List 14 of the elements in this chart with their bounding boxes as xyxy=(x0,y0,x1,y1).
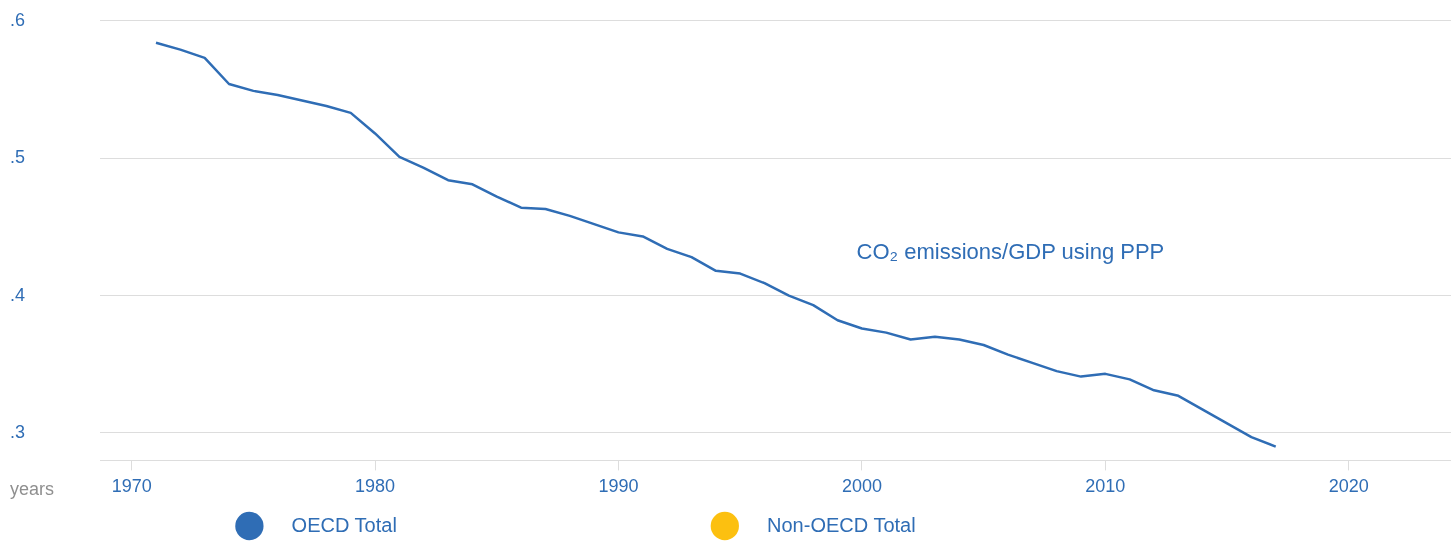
x-tick-label: 1990 xyxy=(598,476,639,497)
legend-label: Non-OECD Total xyxy=(744,513,1222,536)
y-tick-label: .3 xyxy=(10,421,26,442)
y-tick-label: .5 xyxy=(10,147,26,168)
y-tick-label: .6 xyxy=(10,9,26,30)
x-axis-title: years xyxy=(10,478,55,499)
x-tick-label: 2020 xyxy=(1328,476,1369,497)
x-tick-label: 1970 xyxy=(111,476,152,497)
x-tick-label: 2000 xyxy=(841,476,882,497)
x-tick-label: 1980 xyxy=(355,476,396,497)
annotation: CO₂ emissions/GDP using PPP xyxy=(856,238,1165,264)
x-tick-label: 2010 xyxy=(1085,476,1126,497)
legend-label: OECD Total xyxy=(269,513,703,536)
y-tick-label: .4 xyxy=(10,284,26,305)
